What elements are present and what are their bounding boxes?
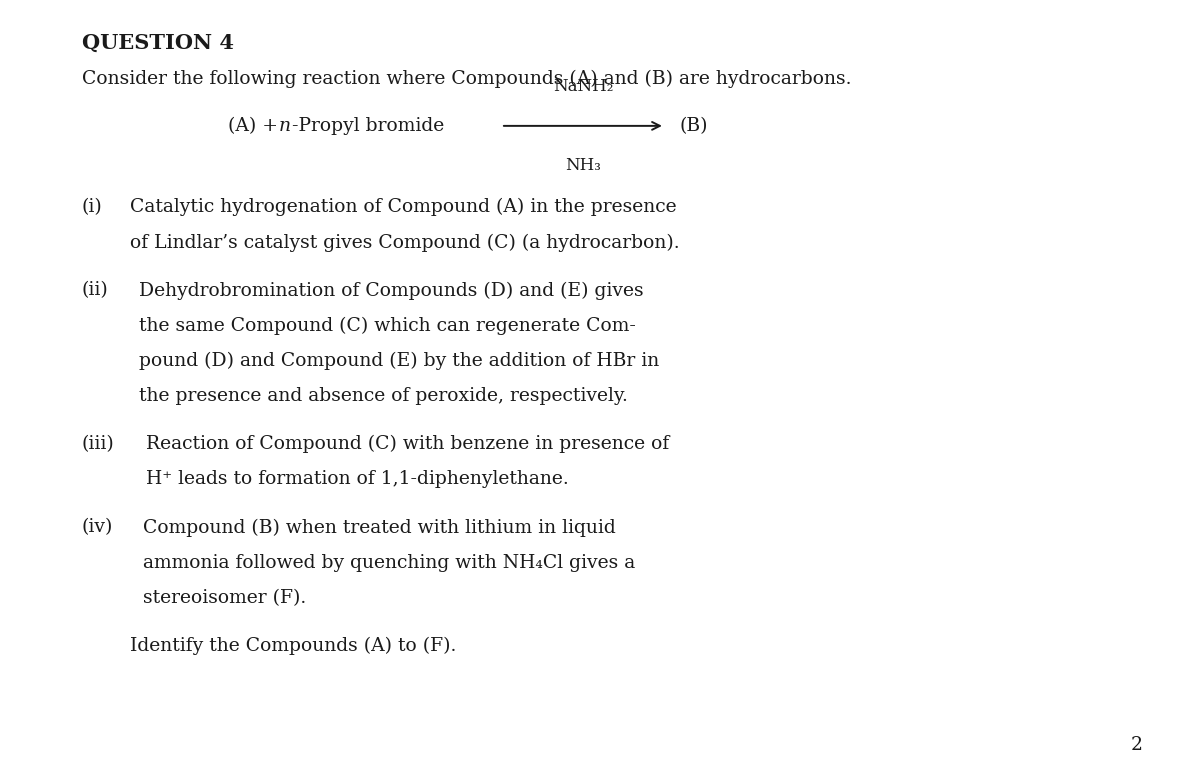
Text: NaNH₂: NaNH₂ [553,78,613,95]
Text: ammonia followed by quenching with NH₄Cl gives a: ammonia followed by quenching with NH₄Cl… [143,553,635,572]
Text: (iv): (iv) [82,518,113,536]
Text: (i): (i) [82,198,102,216]
Text: of Lindlar’s catalyst gives Compound (C) (a hydrocarbon).: of Lindlar’s catalyst gives Compound (C)… [130,234,679,252]
Text: Catalytic hydrogenation of Compound (A) in the presence: Catalytic hydrogenation of Compound (A) … [130,198,677,216]
Text: stereoisomer (F).: stereoisomer (F). [143,589,306,607]
Text: 2: 2 [1130,736,1142,754]
Text: the same Compound (C) which can regenerate Com-: the same Compound (C) which can regenera… [139,317,636,335]
Text: H⁺ leads to formation of 1,1-diphenylethane.: H⁺ leads to formation of 1,1-diphenyleth… [146,470,569,489]
Text: (ii): (ii) [82,281,108,299]
Text: Identify the Compounds (A) to (F).: Identify the Compounds (A) to (F). [130,636,456,655]
Text: Dehydrobromination of Compounds (D) and (E) gives: Dehydrobromination of Compounds (D) and … [139,281,644,299]
Text: n: n [278,117,290,135]
Text: QUESTION 4: QUESTION 4 [82,33,234,53]
Text: the presence and absence of peroxide, respectively.: the presence and absence of peroxide, re… [139,387,628,406]
Text: Reaction of Compound (C) with benzene in presence of: Reaction of Compound (C) with benzene in… [146,435,670,453]
Text: (B): (B) [679,117,708,135]
Text: Consider the following reaction where Compounds (A) and (B) are hydrocarbons.: Consider the following reaction where Co… [82,70,851,88]
Text: (iii): (iii) [82,435,114,453]
Text: -Propyl bromide: -Propyl bromide [292,117,444,135]
Text: pound (D) and Compound (E) by the addition of HBr in: pound (D) and Compound (E) by the additi… [139,352,660,370]
Text: (A) +: (A) + [228,117,284,135]
Text: NH₃: NH₃ [565,157,601,174]
Text: Compound (B) when treated with lithium in liquid: Compound (B) when treated with lithium i… [143,518,616,536]
